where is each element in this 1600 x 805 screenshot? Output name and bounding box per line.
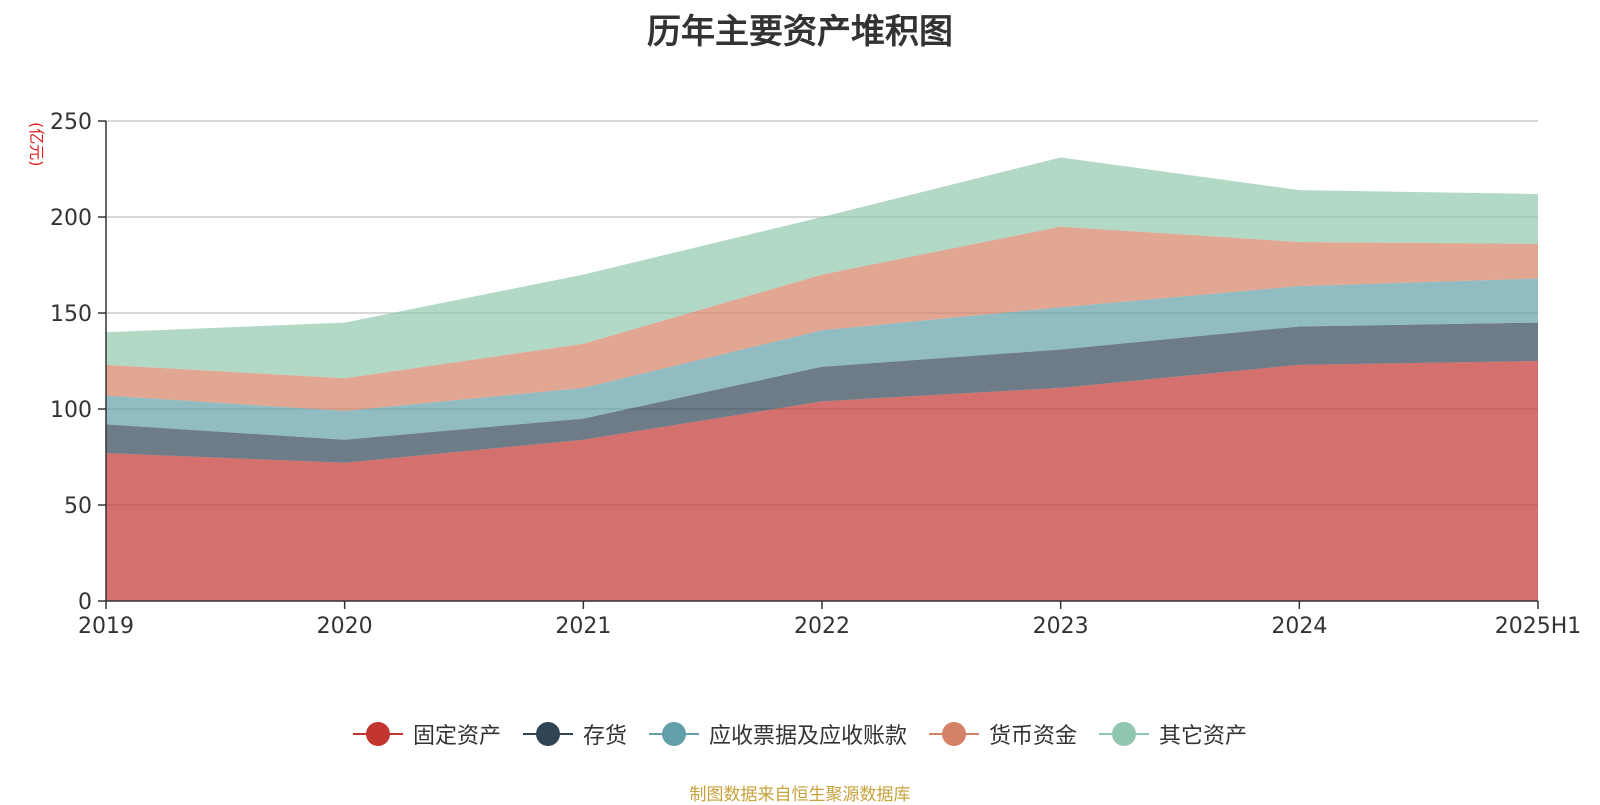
legend-label: 固定资产 xyxy=(412,724,501,749)
legend-label: 其它资产 xyxy=(1159,724,1248,749)
y-tick-label: 150 xyxy=(50,302,92,327)
data-source-note: 制图数据来自恒生聚源数据库 xyxy=(689,785,911,805)
area-series xyxy=(106,157,1538,601)
chart-title: 历年主要资产堆积图 xyxy=(647,12,953,52)
y-tick-label: 50 xyxy=(64,494,92,519)
x-tick-label: 2025H1 xyxy=(1495,614,1582,639)
area-0 xyxy=(106,361,1538,601)
legend-item-1[interactable]: 存货 xyxy=(522,718,627,750)
legend-item-3[interactable]: 货币资金 xyxy=(929,718,1077,750)
legend-marker-icon xyxy=(648,722,699,746)
x-tick-label: 2021 xyxy=(555,614,611,639)
y-tick-label: 100 xyxy=(50,398,92,423)
legend-marker-icon xyxy=(352,722,403,746)
y-tick-label: 250 xyxy=(50,110,92,135)
x-tick-label: 2022 xyxy=(794,614,850,639)
legend-label: 货币资金 xyxy=(989,724,1078,749)
legend-item-0[interactable]: 固定资产 xyxy=(352,718,501,750)
legend-item-4[interactable]: 其它资产 xyxy=(1099,718,1247,750)
stacked-area-chart: 0 50 100 150 200 250 2019 2020 2021 2022 2023 2024 2… xyxy=(50,110,1581,639)
x-tick-label: 2020 xyxy=(317,614,373,639)
y-tick-label: 0 xyxy=(78,590,92,615)
axes: 0 50 100 150 200 250 2019 2020 2021 2022 2023 2024 2… xyxy=(50,110,1581,639)
legend-label: 存货 xyxy=(582,724,627,749)
legend: 固定资产 存货 应收票据及应收账款 货币资金 其它资产 xyxy=(0,718,1600,750)
area-2 xyxy=(106,278,1538,440)
x-tick-label: 2019 xyxy=(78,614,134,639)
x-tick-label: 2024 xyxy=(1271,614,1327,639)
area-1 xyxy=(106,322,1538,463)
x-tick-label: 2023 xyxy=(1033,614,1089,639)
legend-marker-icon xyxy=(1099,722,1150,746)
legend-marker-icon xyxy=(522,722,573,746)
y-tick-label: 200 xyxy=(50,206,92,231)
area-4 xyxy=(106,157,1538,379)
area-3 xyxy=(106,226,1538,411)
legend-label: 应收票据及应收账款 xyxy=(708,724,907,749)
legend-marker-icon xyxy=(929,722,979,746)
legend-item-2[interactable]: 应收票据及应收账款 xyxy=(648,718,907,750)
